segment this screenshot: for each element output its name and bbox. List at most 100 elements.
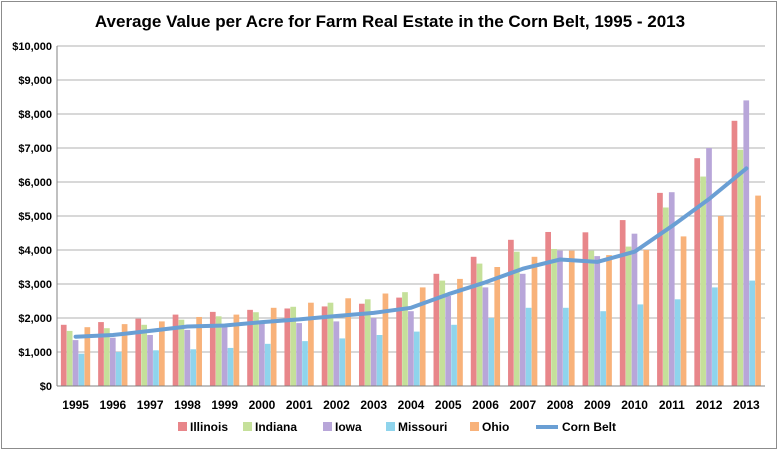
- bar-iowa: [370, 318, 377, 386]
- bar-illinois: [321, 306, 328, 386]
- bar-iowa: [221, 326, 228, 386]
- x-tick-label: 2009: [584, 398, 611, 412]
- bar-indiana: [364, 299, 371, 386]
- bar-missouri: [190, 349, 197, 386]
- bar-indiana: [253, 312, 259, 386]
- bar-illinois: [98, 322, 104, 386]
- y-tick-label: $4,000: [18, 245, 52, 257]
- bar-missouri: [339, 338, 346, 386]
- x-tick-label: 2000: [249, 398, 276, 412]
- x-tick-label: 2004: [398, 398, 425, 412]
- bar-iowa: [557, 250, 563, 386]
- bar-indiana: [141, 324, 148, 386]
- bar-indiana: [178, 319, 185, 386]
- bar-missouri: [749, 280, 756, 386]
- bar-ohio: [196, 316, 202, 386]
- legend-swatch: [323, 422, 332, 431]
- bar-iowa: [147, 335, 153, 386]
- bar-missouri: [302, 341, 308, 386]
- legend-label: Ohio: [482, 420, 509, 434]
- x-tick-label: 1999: [211, 398, 238, 412]
- bar-missouri: [153, 350, 159, 386]
- bar-illinois: [657, 192, 663, 386]
- y-tick-label: $8,000: [18, 109, 52, 121]
- bar-ohio: [606, 255, 612, 386]
- bar-iowa: [594, 256, 601, 386]
- bar-indiana: [737, 149, 744, 386]
- bar-iowa: [706, 148, 712, 386]
- legend-label: Indiana: [255, 420, 297, 434]
- x-axis-ticks: 1995 1996 1997 1998 1999 2000 2001 2002 2003 2004…: [62, 398, 760, 412]
- x-tick-label: 2003: [360, 398, 387, 412]
- bar-ohio: [419, 287, 426, 386]
- bar-ohio: [84, 327, 91, 386]
- x-tick-label: 1995: [62, 398, 89, 412]
- bar-iowa: [743, 100, 750, 387]
- bar-illinois: [433, 273, 440, 386]
- bar-illinois: [619, 220, 626, 386]
- y-tick-label: $5,000: [18, 211, 52, 223]
- bar-missouri: [227, 347, 234, 386]
- x-tick-label: 2008: [547, 398, 574, 412]
- x-tick-label: 1997: [137, 398, 164, 412]
- bar-illinois: [545, 231, 552, 386]
- bar-indiana: [215, 316, 222, 386]
- bar-indiana: [439, 280, 446, 386]
- bar-illinois: [396, 297, 402, 386]
- legend: Illinois Indiana Iowa Missouri Ohio Corn Belt: [178, 420, 616, 434]
- bar-missouri: [600, 311, 606, 386]
- bar-illinois: [209, 311, 216, 386]
- y-tick-label: $6,000: [18, 177, 52, 189]
- bar-iowa: [258, 323, 265, 386]
- bar-ohio: [233, 314, 240, 386]
- x-tick-label: 2013: [733, 398, 760, 412]
- y-tick-label: $2,000: [18, 313, 52, 325]
- x-tick-label: 2010: [621, 398, 648, 412]
- bar-missouri: [115, 352, 122, 386]
- bar-indiana: [104, 328, 110, 386]
- legend-item-corn-belt: Corn Belt: [536, 420, 616, 434]
- bar-iowa: [482, 287, 489, 386]
- x-tick-label: 1998: [174, 398, 201, 412]
- bar-ohio: [494, 267, 501, 386]
- bar-indiana: [513, 251, 520, 386]
- bar-indiana: [700, 176, 706, 386]
- bar-missouri: [712, 287, 718, 386]
- bar-ohio: [382, 293, 389, 386]
- bar-missouri: [451, 324, 457, 386]
- x-tick-label: 2012: [696, 398, 723, 412]
- bar-missouri: [674, 299, 681, 386]
- bar-iowa: [333, 321, 340, 386]
- bar-indiana: [327, 302, 334, 386]
- x-tick-label: 2001: [286, 398, 313, 412]
- chart-title: Average Value per Acre for Farm Real Est…: [95, 12, 685, 31]
- y-tick-label: $10,000: [12, 41, 52, 53]
- bar-illinois: [582, 232, 589, 386]
- x-tick-label: 2007: [509, 398, 536, 412]
- line-corn-belt: [73, 166, 749, 339]
- bar-missouri: [264, 343, 271, 386]
- y-tick-label: $1,000: [18, 347, 52, 359]
- bar-indiana: [551, 248, 557, 386]
- bars: [60, 100, 761, 387]
- bar-illinois: [731, 120, 738, 387]
- y-tick-label: $3,000: [18, 279, 52, 291]
- bar-iowa: [519, 273, 526, 386]
- bar-ohio: [308, 302, 314, 386]
- legend-item-illinois: Illinois: [178, 420, 228, 434]
- bar-ohio: [643, 250, 650, 386]
- bar-indiana: [588, 250, 595, 386]
- bar-ohio: [531, 256, 538, 386]
- x-tick-label: 1996: [100, 398, 127, 412]
- bar-illinois: [470, 256, 477, 386]
- legend-swatch: [386, 422, 395, 431]
- legend-swatch: [243, 422, 252, 431]
- legend-label: Illinois: [190, 420, 228, 434]
- y-tick-label: $0: [40, 381, 52, 393]
- bar-illinois: [135, 318, 142, 386]
- bar-illinois: [694, 158, 701, 386]
- x-tick-label: 2005: [435, 398, 462, 412]
- bar-illinois: [358, 303, 365, 386]
- bar-missouri: [525, 307, 532, 386]
